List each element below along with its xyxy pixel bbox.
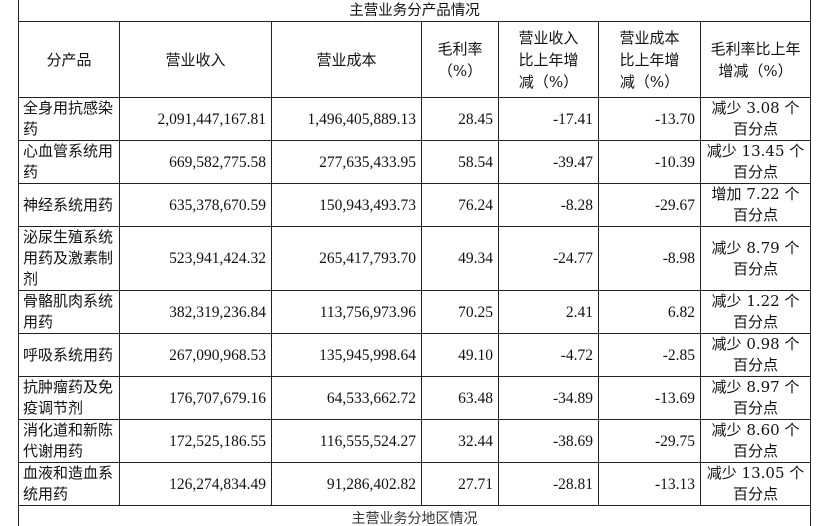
cost-value: 265,417,793.70	[272, 227, 422, 291]
margin-change-value: 减少 8.79 个百分点	[701, 227, 811, 291]
margin-change-value: 减少 13.45 个百分点	[701, 141, 811, 184]
product-name: 全身用抗感染药	[19, 98, 120, 141]
margin-change-value: 减少 8.60 个百分点	[701, 420, 811, 463]
revenue-value: 126,274,834.49	[120, 463, 272, 506]
cost-value: 113,756,973.96	[272, 291, 422, 334]
cost-change-value: -13.13	[599, 463, 701, 506]
margin-value: 49.10	[422, 334, 499, 377]
table-row: 神经系统用药 635,378,670.59 150,943,493.73 76.…	[19, 184, 811, 227]
revenue-change-value: -38.69	[499, 420, 599, 463]
header-cost: 营业成本	[272, 22, 422, 98]
header-margin-change: 毛利率比上年 增减（%）	[701, 22, 811, 98]
table-row: 全身用抗感染药 2,091,447,167.81 1,496,405,889.1…	[19, 98, 811, 141]
margin-change-value: 减少 13.05 个百分点	[701, 463, 811, 506]
product-name: 血液和造血系统用药	[19, 463, 120, 506]
cost-value: 135,945,998.64	[272, 334, 422, 377]
revenue-value: 669,582,775.58	[120, 141, 272, 184]
revenue-change-value: 2.41	[499, 291, 599, 334]
product-name: 泌尿生殖系统用药及激素制剂	[19, 227, 120, 291]
cost-change-value: 6.82	[599, 291, 701, 334]
margin-value: 63.48	[422, 377, 499, 420]
revenue-change-value: -39.47	[499, 141, 599, 184]
cost-change-value: -8.98	[599, 227, 701, 291]
revenue-value: 382,319,236.84	[120, 291, 272, 334]
table-row: 骨骼肌肉系统用药 382,319,236.84 113,756,973.96 7…	[19, 291, 811, 334]
next-section-title-cutoff: 主营业务分地区情况	[23, 512, 806, 526]
cost-value: 277,635,433.95	[272, 141, 422, 184]
revenue-change-value: -17.41	[499, 98, 599, 141]
margin-change-value: 减少 8.97 个百分点	[701, 377, 811, 420]
header-product: 分产品	[19, 22, 120, 98]
revenue-change-value: -4.72	[499, 334, 599, 377]
table-row: 呼吸系统用药 267,090,968.53 135,945,998.64 49.…	[19, 334, 811, 377]
product-name: 神经系统用药	[19, 184, 120, 227]
main-business-product-table: 主营业务分产品情况 分产品 营业收入 营业成本 毛利率 （%） 营业收入 比上年…	[18, 0, 811, 526]
margin-value: 76.24	[422, 184, 499, 227]
table-title-row: 主营业务分产品情况	[19, 0, 811, 22]
cost-value: 64,533,662.72	[272, 377, 422, 420]
product-name: 呼吸系统用药	[19, 334, 120, 377]
margin-value: 58.54	[422, 141, 499, 184]
revenue-change-value: -24.77	[499, 227, 599, 291]
cost-change-value: -2.85	[599, 334, 701, 377]
table-row: 心血管系统用药 669,582,775.58 277,635,433.95 58…	[19, 141, 811, 184]
margin-change-value: 减少 1.22 个百分点	[701, 291, 811, 334]
product-name: 消化道和新陈代谢用药	[19, 420, 120, 463]
table-title: 主营业务分产品情况	[19, 0, 811, 22]
cost-value: 91,286,402.82	[272, 463, 422, 506]
revenue-value: 176,707,679.16	[120, 377, 272, 420]
revenue-value: 172,525,186.55	[120, 420, 272, 463]
margin-change-value: 减少 0.98 个百分点	[701, 334, 811, 377]
revenue-change-value: -28.81	[499, 463, 599, 506]
margin-value: 32.44	[422, 420, 499, 463]
cost-value: 150,943,493.73	[272, 184, 422, 227]
table-row: 抗肿瘤药及免疫调节剂 176,707,679.16 64,533,662.72 …	[19, 377, 811, 420]
table-row: 消化道和新陈代谢用药 172,525,186.55 116,555,524.27…	[19, 420, 811, 463]
revenue-value: 267,090,968.53	[120, 334, 272, 377]
margin-change-value: 增加 7.22 个百分点	[701, 184, 811, 227]
margin-value: 49.34	[422, 227, 499, 291]
header-revenue-change: 营业收入 比上年增 减（%）	[499, 22, 599, 98]
table-row: 血液和造血系统用药 126,274,834.49 91,286,402.82 2…	[19, 463, 811, 506]
header-cost-change: 营业成本 比上年增 减（%）	[599, 22, 701, 98]
product-name: 抗肿瘤药及免疫调节剂	[19, 377, 120, 420]
header-revenue: 营业收入	[120, 22, 272, 98]
product-name: 心血管系统用药	[19, 141, 120, 184]
margin-change-value: 减少 3.08 个百分点	[701, 98, 811, 141]
cost-change-value: -29.67	[599, 184, 701, 227]
revenue-change-value: -8.28	[499, 184, 599, 227]
cost-change-value: -10.39	[599, 141, 701, 184]
margin-value: 27.71	[422, 463, 499, 506]
margin-value: 28.45	[422, 98, 499, 141]
revenue-value: 2,091,447,167.81	[120, 98, 272, 141]
cost-change-value: -13.69	[599, 377, 701, 420]
cost-change-value: -29.75	[599, 420, 701, 463]
revenue-value: 523,941,424.32	[120, 227, 272, 291]
header-margin: 毛利率 （%）	[422, 22, 499, 98]
cost-value: 1,496,405,889.13	[272, 98, 422, 141]
table-row: 泌尿生殖系统用药及激素制剂 523,941,424.32 265,417,793…	[19, 227, 811, 291]
revenue-value: 635,378,670.59	[120, 184, 272, 227]
next-section-row: 主营业务分地区情况	[19, 506, 811, 526]
cost-value: 116,555,524.27	[272, 420, 422, 463]
revenue-change-value: -34.89	[499, 377, 599, 420]
product-name: 骨骼肌肉系统用药	[19, 291, 120, 334]
margin-value: 70.25	[422, 291, 499, 334]
cost-change-value: -13.70	[599, 98, 701, 141]
table-header-row: 分产品 营业收入 营业成本 毛利率 （%） 营业收入 比上年增 减（%） 营业成…	[19, 22, 811, 98]
